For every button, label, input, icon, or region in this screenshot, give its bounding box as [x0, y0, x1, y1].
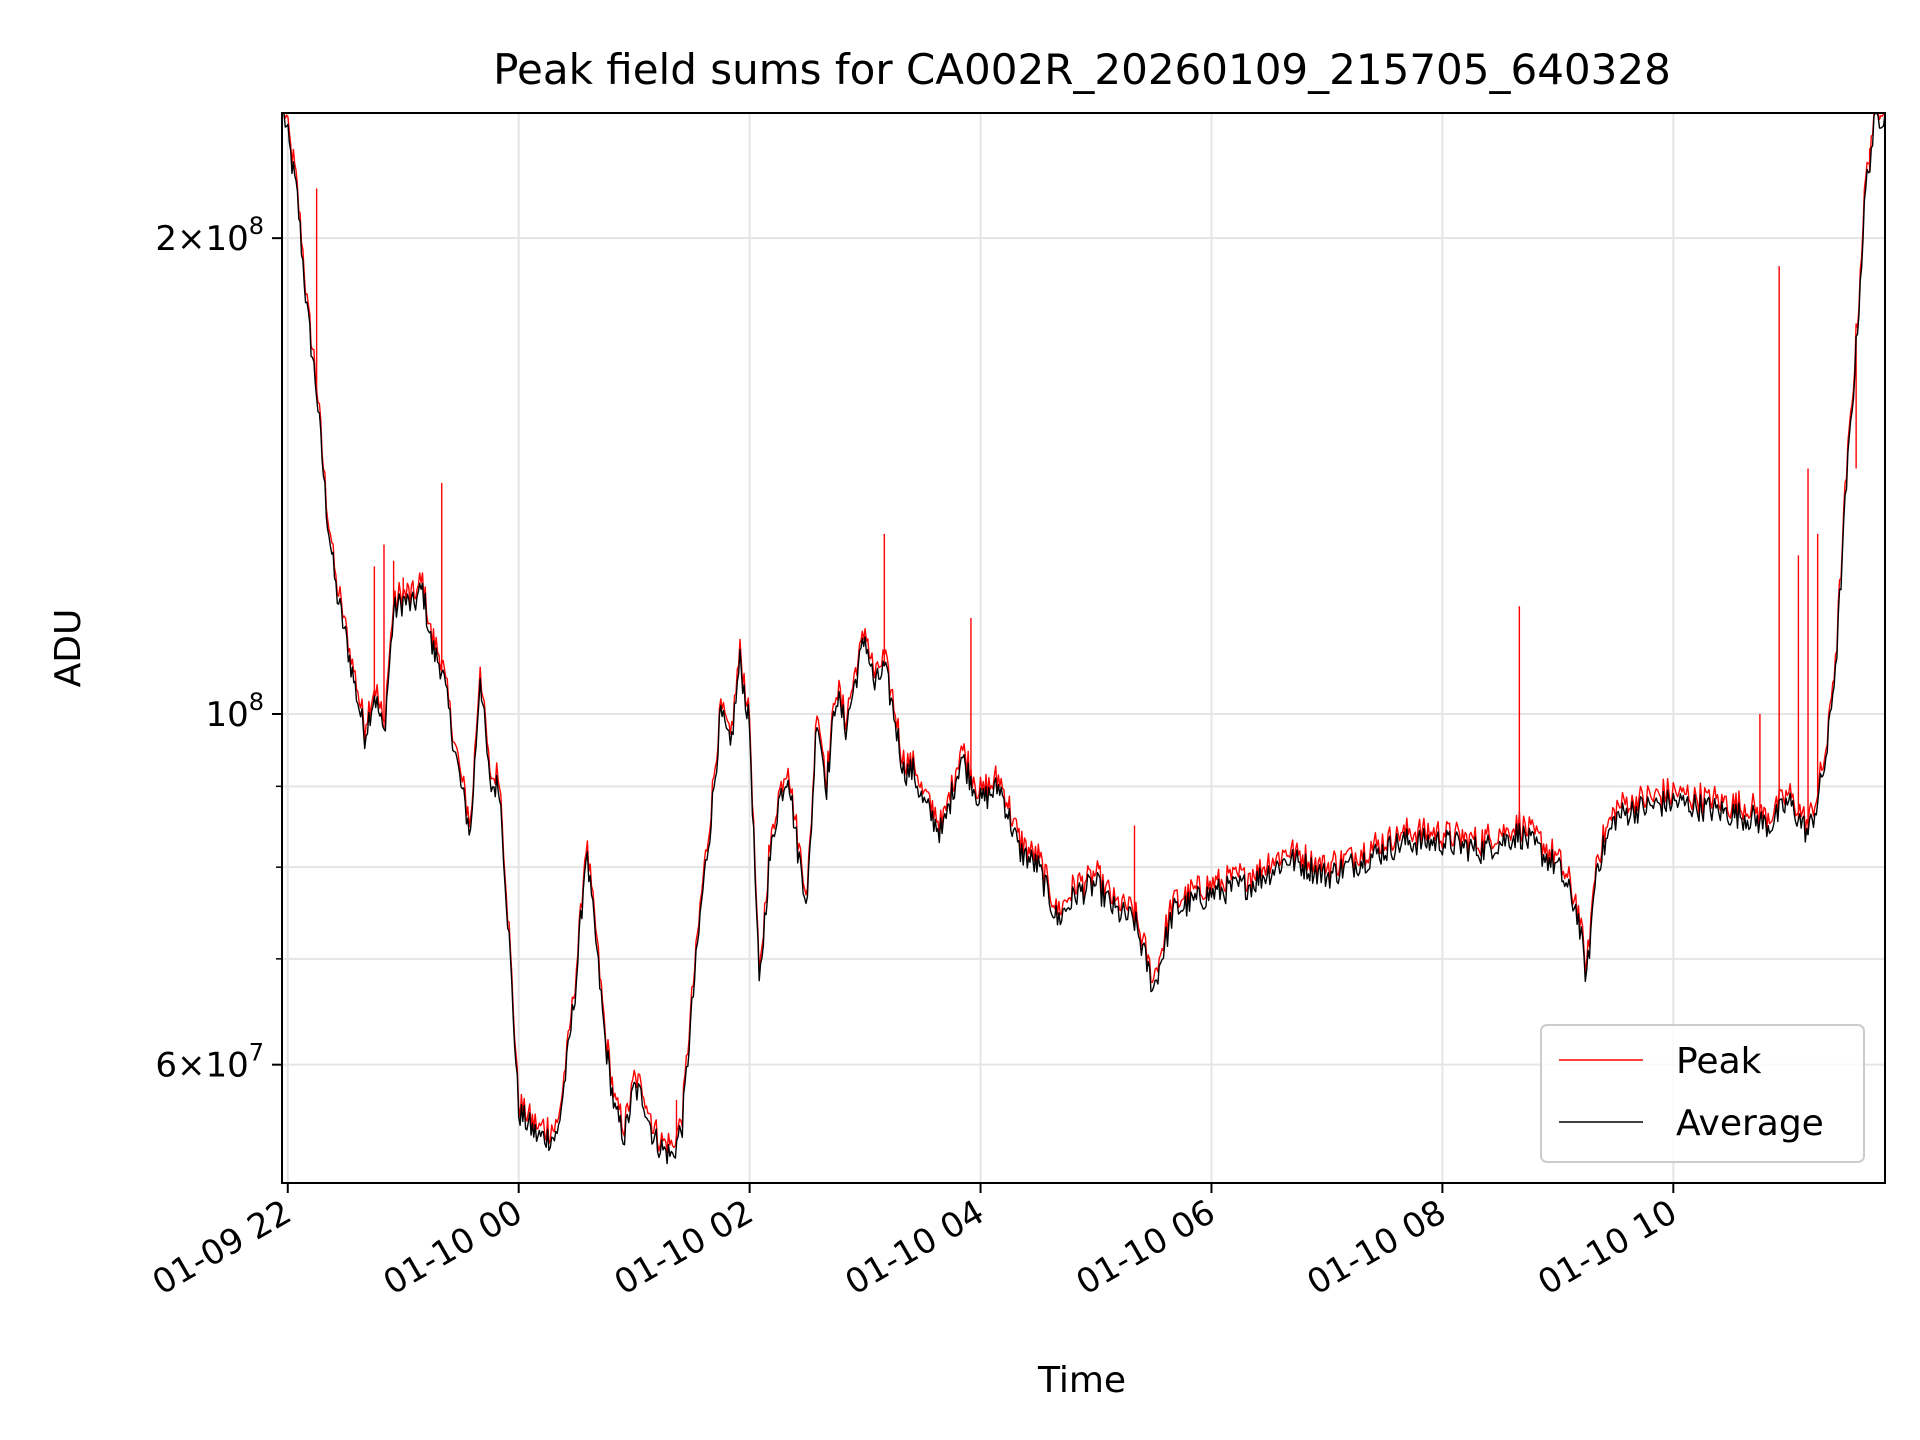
- y-axis: 6×107 108 2×108: [155, 212, 282, 1086]
- plot-frame: [281, 112, 1886, 1184]
- y-tick-label: 108: [205, 688, 264, 735]
- y-tick-label: 2×108: [155, 212, 264, 259]
- legend-label-peak: Peak: [1676, 1041, 1762, 1082]
- y-tick-label: 6×107: [155, 1039, 264, 1086]
- series-average-line: [283, 112, 1886, 1165]
- series-peak-line: [283, 112, 1886, 1154]
- y-axis-title: ADU: [48, 609, 89, 688]
- legend: Peak Average: [1540, 1024, 1865, 1163]
- series-average: [283, 112, 1886, 1165]
- legend-label-average: Average: [1676, 1103, 1824, 1144]
- series-peak: [283, 112, 1886, 1154]
- x-axis-title: Time: [1037, 1360, 1126, 1401]
- chart-title: Peak field sums for CA002R_20260109_2157…: [493, 45, 1671, 94]
